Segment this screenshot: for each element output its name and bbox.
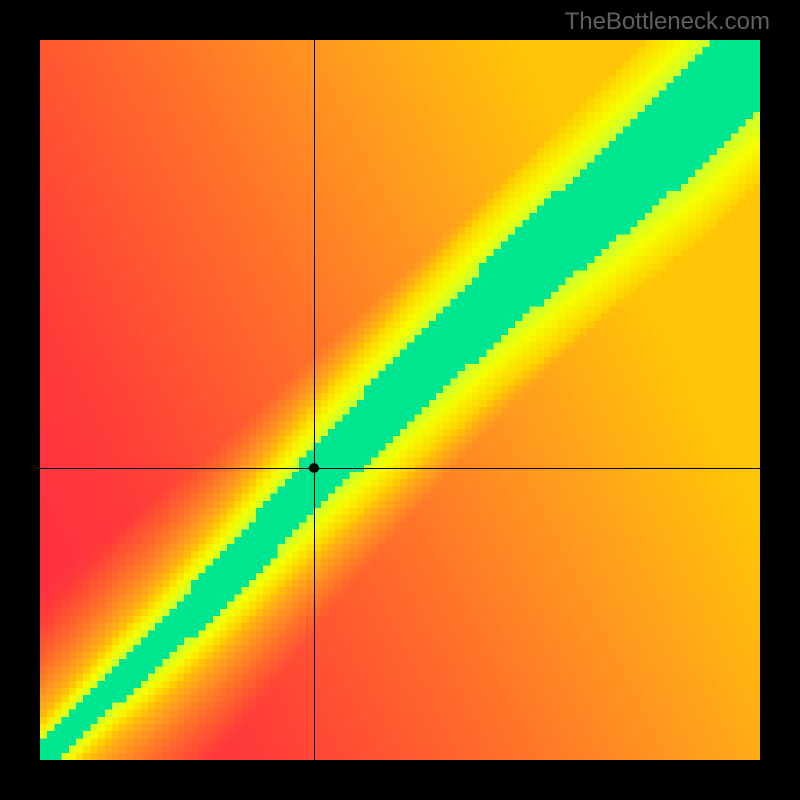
crosshair-horizontal bbox=[40, 468, 760, 469]
crosshair-vertical bbox=[314, 40, 315, 760]
heatmap-canvas bbox=[40, 40, 760, 760]
heatmap-plot bbox=[40, 40, 760, 760]
marker-dot bbox=[309, 463, 319, 473]
watermark-text: TheBottleneck.com bbox=[565, 8, 770, 36]
